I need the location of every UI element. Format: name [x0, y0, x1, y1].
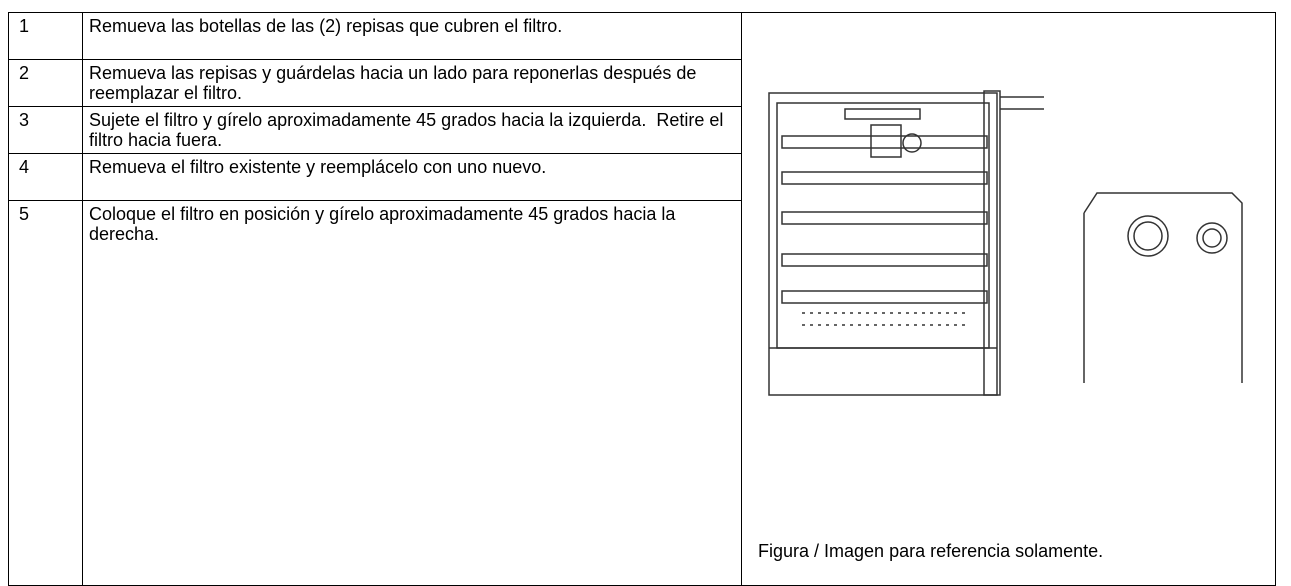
step-number: 4 — [8, 153, 83, 201]
step-number: 1 — [8, 12, 83, 60]
step-text: Remueva las repisas y guárdelas hacia un… — [82, 59, 742, 107]
step-number: 2 — [8, 59, 83, 107]
step-text: Coloque el filtro en posición y gírelo a… — [82, 200, 742, 586]
step-text: Remueva las botellas de las (2) repisas … — [82, 12, 742, 60]
instructions-table: 1 Remueva las botellas de las (2) repisa… — [8, 12, 1276, 586]
figure-cell: Figura / Imagen para referencia solament… — [741, 12, 1276, 586]
step-number: 5 — [8, 200, 83, 586]
step-text: Sujete el filtro y gírelo aproximadament… — [82, 106, 742, 154]
figure-caption: Figura / Imagen para referencia solament… — [758, 541, 1104, 561]
step-number: 3 — [8, 106, 83, 154]
step-text: Remueva el filtro existente y reemplácel… — [82, 153, 742, 201]
fridge-illustration — [768, 90, 1243, 396]
